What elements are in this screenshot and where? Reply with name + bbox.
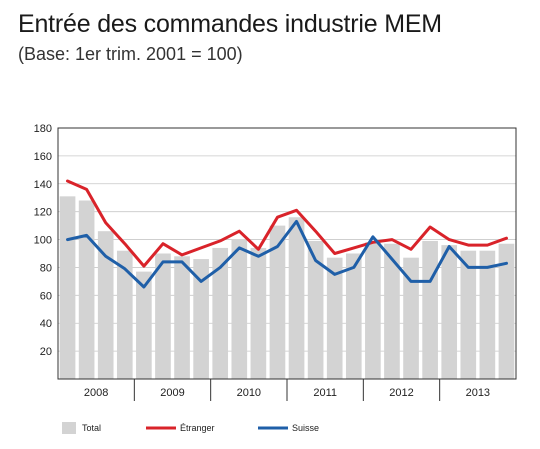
bar-total	[193, 259, 209, 379]
bar-total	[479, 250, 496, 379]
bar-total	[441, 245, 458, 379]
legend-label-suisse: Suisse	[292, 423, 319, 433]
bar-total	[345, 253, 362, 379]
bar-total	[288, 217, 305, 379]
chart-title: Entrée des commandes industrie MEM	[18, 10, 442, 38]
bar-total	[460, 250, 477, 379]
bar-total	[384, 243, 400, 379]
bar-total	[116, 250, 133, 379]
y-tick-label: 80	[40, 262, 52, 274]
bar-total	[498, 243, 515, 379]
legend-label-total: Total	[82, 423, 101, 433]
chart-subtitle: (Base: 1er trim. 2001 = 100)	[18, 44, 243, 64]
legend-label--tranger: Étranger	[180, 423, 215, 433]
bar-total	[326, 257, 343, 379]
y-tick-label: 20	[40, 346, 52, 358]
line--tranger	[66, 179, 508, 268]
y-tick-label: 180	[34, 123, 52, 135]
bar-total	[136, 271, 152, 379]
legend-swatch-total	[62, 422, 76, 434]
legend-layer: Total Étranger Suisse	[62, 422, 319, 434]
bar-total	[231, 239, 248, 379]
line-suisse	[66, 219, 508, 289]
bar-total	[403, 257, 419, 379]
y-tick-label: 120	[34, 207, 52, 219]
bar-total	[97, 231, 114, 379]
bar-total	[59, 196, 76, 379]
bar-total	[174, 256, 190, 379]
y-tick-label: 140	[34, 179, 52, 191]
bar-total	[212, 247, 229, 379]
year-label: 2010	[237, 387, 261, 399]
line-layer	[66, 179, 508, 289]
bar-total	[422, 240, 438, 379]
bar-total	[307, 240, 324, 379]
year-label: 2008	[84, 387, 108, 399]
bar-layer	[59, 196, 515, 379]
bar-total	[365, 242, 381, 379]
y-tick-label: 160	[34, 151, 52, 163]
bar-total	[155, 253, 171, 379]
bar-total	[250, 247, 267, 379]
axis-layer: 20 40 60 80 100 120 140 160 180 2008 2009 2010 2011 2…	[34, 123, 517, 401]
y-tick-label: 100	[34, 235, 52, 247]
bar-total	[78, 200, 95, 379]
year-label: 2013	[466, 387, 490, 399]
bar-total	[269, 225, 286, 379]
year-label: 2012	[389, 387, 413, 399]
y-tick-label: 40	[40, 318, 52, 330]
year-label: 2011	[313, 387, 337, 399]
year-label: 2009	[160, 387, 184, 399]
y-tick-label: 60	[40, 290, 52, 302]
